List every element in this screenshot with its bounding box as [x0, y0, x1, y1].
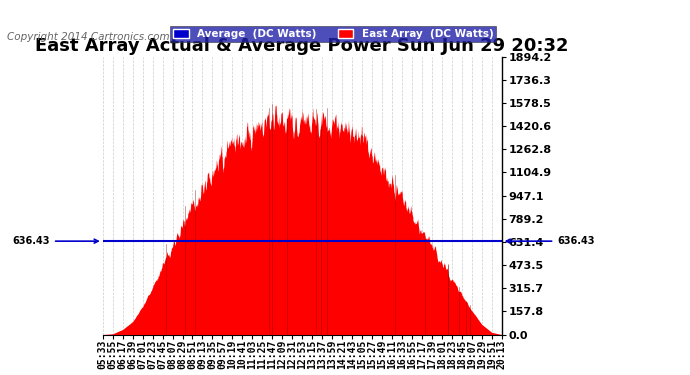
Title: East Array Actual & Average Power Sun Jun 29 20:32: East Array Actual & Average Power Sun Ju… — [35, 37, 569, 55]
Text: 636.43: 636.43 — [506, 236, 595, 246]
Legend: Average  (DC Watts), East Array  (DC Watts): Average (DC Watts), East Array (DC Watts… — [170, 26, 497, 42]
Text: Copyright 2014 Cartronics.com: Copyright 2014 Cartronics.com — [7, 32, 170, 42]
Text: 636.43: 636.43 — [12, 236, 98, 246]
